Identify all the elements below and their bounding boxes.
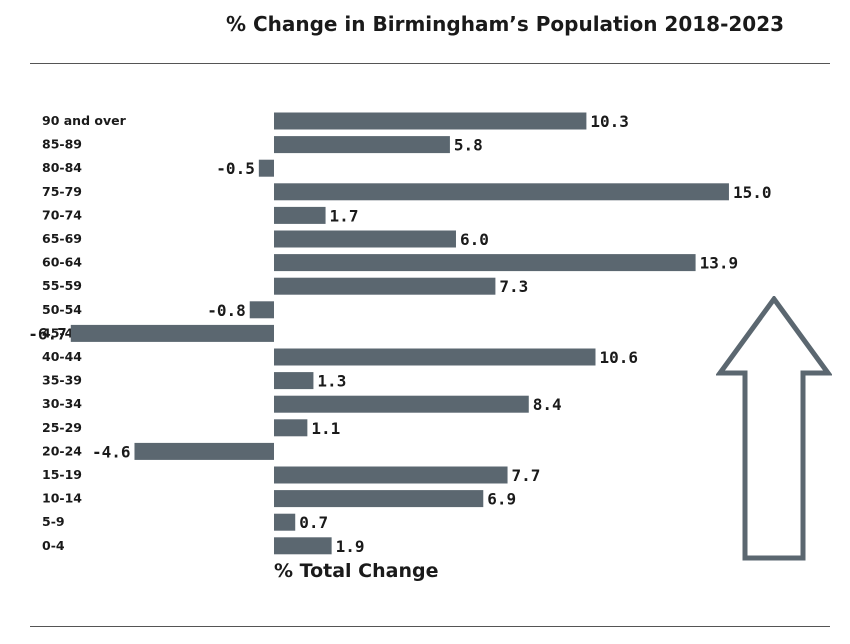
category-label: 90 and over	[42, 113, 127, 128]
bar	[249, 301, 274, 319]
value-label: 1.7	[330, 206, 359, 225]
bar	[274, 395, 529, 413]
value-label: 6.9	[487, 490, 516, 509]
bar	[274, 348, 596, 366]
category-label: 85-89	[42, 137, 82, 152]
bar	[274, 254, 696, 272]
value-label: 8.4	[533, 395, 562, 414]
bar	[274, 112, 587, 130]
bar	[258, 159, 274, 177]
bar	[274, 136, 450, 154]
value-label: 7.3	[499, 277, 528, 296]
value-label: -6.7	[28, 324, 67, 343]
value-label: -0.5	[216, 159, 255, 178]
value-label: 1.9	[336, 537, 365, 556]
category-label: 15-19	[42, 467, 82, 482]
category-label: 80-84	[42, 160, 82, 175]
category-label: 75-79	[42, 184, 82, 199]
value-label: -0.8	[207, 301, 246, 320]
x-axis-label: % Total Change	[274, 560, 439, 582]
category-label: 5-9	[42, 514, 65, 529]
category-label: 70-74	[42, 207, 82, 222]
bar	[274, 419, 308, 437]
bar	[274, 513, 296, 531]
value-label: 0.7	[299, 513, 328, 532]
value-label: 15.0	[733, 183, 772, 202]
category-label: 30-34	[42, 396, 82, 411]
category-label: 55-59	[42, 278, 82, 293]
top-divider	[30, 63, 830, 64]
value-label: 7.7	[512, 466, 541, 485]
bottom-divider	[30, 626, 830, 627]
value-label: -4.6	[92, 442, 131, 461]
bar	[274, 277, 496, 295]
bar	[274, 372, 314, 390]
category-label: 10-14	[42, 491, 82, 506]
value-label: 6.0	[460, 230, 489, 249]
category-label: 20-24	[42, 443, 82, 458]
bar	[274, 230, 456, 248]
category-label: 50-54	[42, 302, 82, 317]
bar	[274, 206, 326, 224]
value-label: 13.9	[700, 254, 739, 273]
bar	[274, 183, 729, 201]
value-label: 5.8	[454, 136, 483, 155]
value-label: 10.6	[599, 348, 638, 367]
bar	[274, 490, 484, 508]
category-label: 40-44	[42, 349, 82, 364]
value-label: 1.3	[317, 372, 346, 391]
bar	[274, 466, 508, 484]
category-label: 65-69	[42, 231, 82, 246]
chart-title: % Change in Birmingham’s Population 2018…	[225, 12, 785, 36]
bar	[70, 324, 274, 342]
category-label: 25-29	[42, 420, 82, 435]
bar	[134, 442, 274, 460]
bar	[274, 537, 332, 555]
category-label: 35-39	[42, 373, 82, 388]
value-label: 1.1	[311, 419, 340, 438]
up-arrow-icon	[716, 296, 832, 561]
value-label: 10.3	[590, 112, 629, 131]
category-label: 60-64	[42, 255, 82, 270]
category-label: 0-4	[42, 538, 65, 553]
